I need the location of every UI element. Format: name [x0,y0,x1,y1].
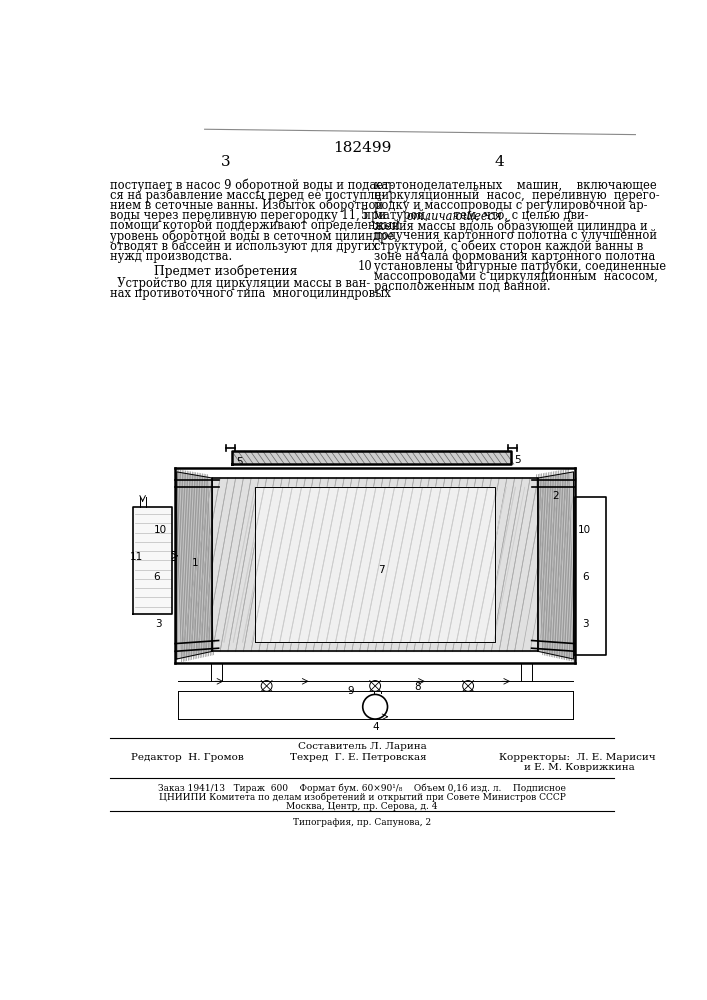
Text: массопроводами с циркуляционным  насосом,: массопроводами с циркуляционным насосом, [373,270,658,283]
Text: нах противоточного типа  многоцилиндровых: нах противоточного типа многоцилиндровых [110,287,391,300]
Text: расположенным под ванной.: расположенным под ванной. [373,280,550,293]
Text: отличающееся: отличающееся [407,209,502,222]
Text: 10: 10 [154,525,167,535]
Text: жения массы вдоль образующей цилиндра и: жения массы вдоль образующей цилиндра и [373,219,647,233]
Text: 1: 1 [192,558,199,568]
Text: поступает в насос 9 оборотной воды и подает-: поступает в насос 9 оборотной воды и под… [110,179,394,192]
Text: Составитель Л. Ларина: Составитель Л. Ларина [298,742,426,751]
Text: 3: 3 [221,155,230,169]
Text: отводят в бассейн и используют для других: отводят в бассейн и используют для други… [110,240,378,253]
Text: циркуляционный  насос,  переливную  перего-: циркуляционный насос, переливную перего- [373,189,659,202]
Text: 2: 2 [552,491,559,501]
Text: родку и массопроводы с регулировочной ар-: родку и массопроводы с регулировочной ар… [373,199,647,212]
Text: установлены фигурные патрубки, соединенные: установлены фигурные патрубки, соединенн… [373,260,666,273]
Text: ЦНИИПИ Комитета по делам изобретений и открытий при Совете Министров СССР: ЦНИИПИ Комитета по делам изобретений и о… [158,793,566,802]
Text: 182499: 182499 [333,141,391,155]
Polygon shape [177,472,212,659]
Text: Типография, пр. Сапунова, 2: Типография, пр. Сапунова, 2 [293,818,431,827]
Text: уровень оборотной воды в сеточном цилиндре,: уровень оборотной воды в сеточном цилинд… [110,229,398,243]
Text: 5: 5 [236,457,243,467]
Polygon shape [538,472,573,659]
Text: и Е. М. Коврижкина: и Е. М. Коврижкина [524,763,635,772]
Text: Устройство для циркуляции массы в ван-: Устройство для циркуляции массы в ван- [110,277,370,290]
Text: Корректоры:  Л. Е. Марисич: Корректоры: Л. Е. Марисич [499,753,656,762]
Text: 7: 7 [378,565,385,575]
Text: нужд производства.: нужд производства. [110,250,233,263]
Text: структурой, с обеих сторон каждой ванны в: структурой, с обеих сторон каждой ванны … [373,240,643,253]
Text: помощи которой поддерживают определенный: помощи которой поддерживают определенный [110,219,400,232]
Text: тем, что, с целью дви-: тем, что, с целью дви- [450,209,589,222]
Text: Предмет изобретения: Предмет изобретения [154,264,298,278]
Text: 3: 3 [155,619,161,629]
Text: воды через переливную перегородку 11, при: воды через переливную перегородку 11, пр… [110,209,386,222]
Text: 5: 5 [515,455,521,465]
Text: Москва, Центр, пр. Серова, д. 4: Москва, Центр, пр. Серова, д. 4 [286,802,438,811]
Text: зоне начала формования картонного полотна: зоне начала формования картонного полотн… [373,250,655,263]
Text: 10: 10 [358,260,373,273]
Text: Редактор  Н. Громов: Редактор Н. Громов [131,753,244,762]
Text: картоноделательных    машин,    включающее: картоноделательных машин, включающее [373,179,656,192]
Text: 6: 6 [153,572,160,582]
Text: 6: 6 [582,572,588,582]
Text: Техред  Г. Е. Петровская: Техред Г. Е. Петровская [290,753,426,762]
Text: 8: 8 [414,682,421,692]
Text: Заказ 1941/13   Тираж  600    Формат бум. 60×90¹/₈    Объем 0,16 изд. л.    Подп: Заказ 1941/13 Тираж 600 Формат бум. 60×9… [158,784,566,793]
Text: 4: 4 [373,722,379,732]
Text: 9: 9 [347,686,354,696]
Text: нием в сеточные ванны. Избыток оборотной: нием в сеточные ванны. Избыток оборотной [110,199,383,212]
Text: 11: 11 [130,552,143,562]
Text: 5: 5 [361,209,369,222]
Text: 3: 3 [582,619,588,629]
Text: 4: 4 [494,155,504,169]
Text: получения картонного полотна с улучшенной: получения картонного полотна с улучшенно… [373,229,657,242]
Text: матурой,: матурой, [373,209,432,222]
Text: 10: 10 [578,525,591,535]
Text: ся на разбавление массы перед ее поступле-: ся на разбавление массы перед ее поступл… [110,189,385,202]
